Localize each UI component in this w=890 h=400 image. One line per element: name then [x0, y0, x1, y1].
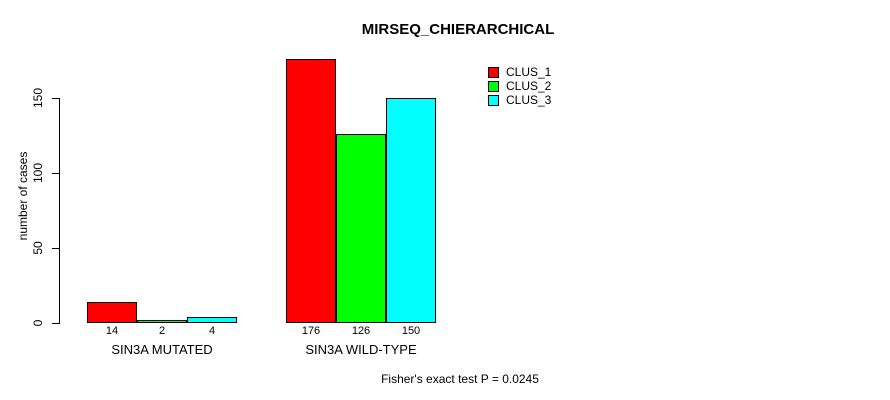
y-tick-label-50: 50 [31, 241, 45, 255]
bar-clus_1-sin3a-mutated [87, 302, 137, 323]
legend-swatch-icon [488, 94, 499, 106]
legend-label: CLUS_1 [506, 65, 552, 79]
category-label-sin3a-mutated: SIN3A MUTATED [111, 342, 213, 357]
y-tick-mark-50 [52, 248, 60, 249]
legend-label: CLUS_2 [506, 79, 552, 93]
bar-value-label: 4 [208, 325, 216, 337]
legend-item-clus_3: CLUS_3 [488, 93, 551, 107]
legend-swatch-icon [488, 66, 499, 78]
legend-label: CLUS_3 [506, 93, 552, 107]
chart-title: MIRSEQ_CHIERARCHICAL [361, 21, 555, 38]
fisher-test-annotation: Fisher's exact test P = 0.0245 [381, 372, 539, 386]
legend-item-clus_2: CLUS_2 [488, 79, 551, 93]
bar-clus_2-sin3a-mutated [137, 320, 187, 323]
bar-value-label: 2 [158, 325, 166, 337]
y-tick-label-0: 0 [31, 319, 45, 327]
legend-item-clus_1: CLUS_1 [488, 65, 551, 79]
y-axis-label: number of cases [16, 151, 30, 241]
y-tick-mark-150 [52, 98, 60, 99]
y-axis-line [59, 98, 60, 324]
bar-clus_2-sin3a-wild-type [336, 134, 386, 323]
category-label-sin3a-wild-type: SIN3A WILD-TYPE [305, 342, 417, 357]
legend-swatch-icon [488, 80, 499, 92]
bar-value-label: 14 [105, 325, 119, 337]
y-tick-label-100: 100 [31, 162, 45, 184]
bar-clus_1-sin3a-wild-type [286, 59, 336, 323]
bar-value-label: 150 [401, 325, 421, 337]
bar-clus_3-sin3a-wild-type [386, 98, 436, 323]
bar-clus_3-sin3a-mutated [187, 317, 237, 323]
bar-value-label: 126 [351, 325, 371, 337]
legend: CLUS_1 CLUS_2 CLUS_3 [488, 65, 551, 107]
y-tick-mark-100 [52, 173, 60, 174]
y-tick-label-150: 150 [31, 87, 45, 109]
bar-value-label: 176 [301, 325, 321, 337]
y-tick-mark-0 [52, 323, 60, 324]
